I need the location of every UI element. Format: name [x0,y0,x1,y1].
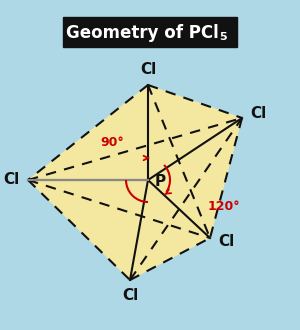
Text: 120°: 120° [208,200,241,213]
Text: Cl: Cl [4,173,20,187]
Text: Cl: Cl [250,107,266,121]
Text: Cl: Cl [218,235,234,249]
Polygon shape [130,118,242,280]
Text: Cl: Cl [140,62,156,77]
Polygon shape [148,85,242,238]
Text: P: P [154,175,166,189]
Polygon shape [28,85,148,280]
Polygon shape [130,85,242,280]
Text: 90°: 90° [100,136,124,149]
Polygon shape [28,180,210,280]
Polygon shape [28,85,210,238]
Polygon shape [28,118,242,238]
FancyBboxPatch shape [63,17,237,47]
Text: 5: 5 [219,32,227,42]
Text: Cl: Cl [122,288,138,303]
Text: Geometry of PCl: Geometry of PCl [66,24,218,42]
